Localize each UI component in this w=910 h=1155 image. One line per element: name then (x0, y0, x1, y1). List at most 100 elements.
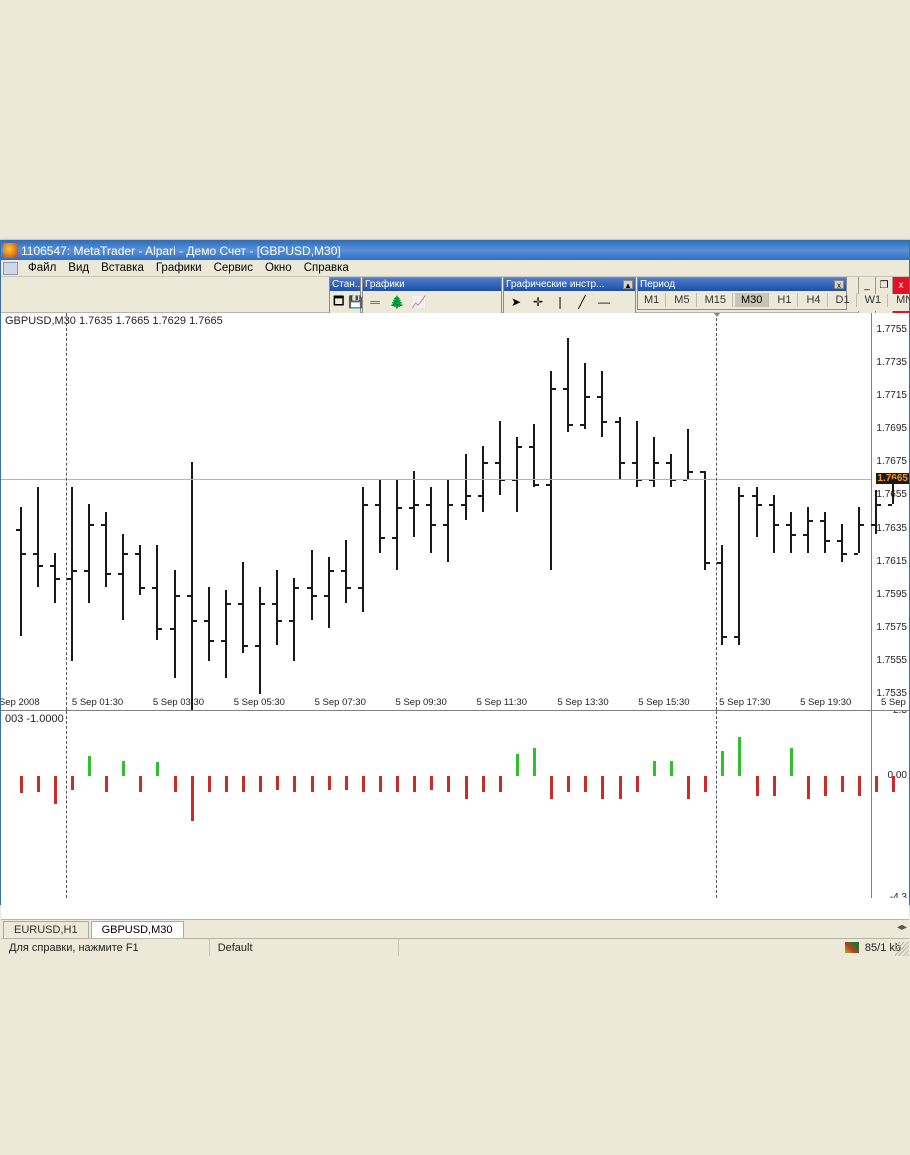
volume-bar-down[interactable] (499, 776, 502, 792)
volume-bar-down[interactable] (396, 776, 399, 792)
volume-bar-down[interactable] (550, 776, 553, 799)
period-btn-m1[interactable]: M1 (638, 293, 666, 307)
tab-scroll-arrows[interactable]: ◂▸ (897, 922, 907, 933)
ohlc-bar[interactable] (174, 570, 176, 678)
volume-bar-down[interactable] (858, 776, 861, 796)
volume-bar-down[interactable] (567, 776, 570, 792)
symbol-tab-1[interactable]: GBPUSD,M30 (91, 921, 184, 938)
price-pane[interactable]: GBPUSD,M30 1.7635 1.7665 1.7629 1.7665 1… (1, 313, 909, 711)
ohlc-bar[interactable] (225, 590, 227, 678)
volume-bar-down[interactable] (225, 776, 228, 792)
ohlc-bar[interactable] (533, 424, 535, 487)
volume-bar-up[interactable] (516, 754, 519, 777)
symbol-tab-0[interactable]: EURUSD,H1 (3, 921, 89, 938)
vertical-dashed-line-right[interactable] (716, 313, 717, 710)
volume-bar-up[interactable] (670, 761, 673, 777)
volume-bar-down[interactable] (430, 776, 433, 790)
ohlc-bar[interactable] (499, 421, 501, 496)
ohlc-bar[interactable] (841, 524, 843, 562)
ohlc-bar[interactable] (465, 454, 467, 520)
menu-item-5[interactable]: Окно (259, 262, 298, 274)
volume-bar-down[interactable] (328, 776, 331, 790)
ohlc-bar[interactable] (824, 512, 826, 553)
ohlc-bar[interactable] (687, 429, 689, 479)
period-btn-m15[interactable]: M15 (699, 293, 733, 307)
restore-icon-1[interactable]: ❐ (875, 277, 892, 294)
period-btn-h4[interactable]: H4 (800, 293, 827, 307)
volume-bar-down[interactable] (687, 776, 690, 799)
period-btn-m5[interactable]: M5 (668, 293, 696, 307)
volume-bar-down[interactable] (704, 776, 707, 792)
new-chart-icon[interactable]: 🗖 (332, 293, 345, 312)
volume-bar-down[interactable] (636, 776, 639, 792)
ohlc-bar[interactable] (636, 421, 638, 487)
ohlc-bar[interactable] (379, 479, 381, 554)
ohlc-bar[interactable] (619, 417, 621, 478)
ohlc-bar[interactable] (362, 487, 364, 611)
ohlc-bar[interactable] (122, 534, 124, 620)
vertical-dashed-line-right-vol[interactable] (716, 711, 717, 898)
volume-bar-down[interactable] (54, 776, 57, 804)
pointer-tool-icon[interactable]: ➤ (506, 293, 526, 312)
volume-bar-down[interactable] (208, 776, 211, 792)
ohlc-bar[interactable] (276, 570, 278, 645)
volume-bar-down[interactable] (174, 776, 177, 792)
ohlc-bar[interactable] (105, 512, 107, 587)
line-chart-icon[interactable]: 📈 (409, 293, 429, 312)
volume-bar-down[interactable] (311, 776, 314, 792)
volume-bar-down[interactable] (259, 776, 262, 792)
ohlc-bar[interactable] (396, 479, 398, 570)
crosshair-tool-icon[interactable]: ✛ (528, 293, 548, 312)
volume-bar-down[interactable] (242, 776, 245, 792)
volume-bar-down[interactable] (105, 776, 108, 792)
ohlc-bar[interactable] (721, 545, 723, 645)
volume-bar-up[interactable] (156, 762, 159, 776)
ohlc-bar[interactable] (875, 490, 877, 533)
ohlc-bar[interactable] (139, 545, 141, 595)
ohlc-bar[interactable] (550, 371, 552, 570)
menu-item-3[interactable]: Графики (150, 262, 208, 274)
bar-chart-icon[interactable]: 𝄗 (365, 293, 385, 312)
vertical-line-tool-icon[interactable]: ❘ (550, 293, 570, 312)
toolbar-period-close-icon[interactable]: x (834, 280, 844, 289)
menu-item-4[interactable]: Сервис (208, 262, 259, 274)
ohlc-bar[interactable] (567, 338, 569, 433)
ohlc-bar[interactable] (430, 487, 432, 553)
ohlc-bar[interactable] (704, 471, 706, 571)
ohlc-bar[interactable] (293, 578, 295, 661)
volume-bar-down[interactable] (293, 776, 296, 792)
minimize-icon-1[interactable]: _ (858, 277, 875, 294)
vertical-dashed-line-left-vol[interactable] (66, 711, 67, 898)
toolbar-grafinstr-close-icon[interactable]: ▲ (623, 280, 633, 289)
menu-home-icon[interactable] (3, 262, 18, 275)
ohlc-bar[interactable] (601, 371, 603, 437)
volume-bar-down[interactable] (807, 776, 810, 799)
volume-bar-down[interactable] (447, 776, 450, 792)
period-btn-h1[interactable]: H1 (771, 293, 798, 307)
ohlc-bar[interactable] (670, 454, 672, 487)
volume-pane[interactable]: 003 -1.0000 2.30.00-4.3 (1, 711, 909, 898)
ohlc-bar[interactable] (311, 550, 313, 620)
ohlc-bar[interactable] (413, 471, 415, 537)
ohlc-bar[interactable] (54, 553, 56, 603)
volume-bar-down[interactable] (465, 776, 468, 799)
volume-bar-down[interactable] (619, 776, 622, 799)
volume-bar-down[interactable] (584, 776, 587, 792)
volume-bar-up[interactable] (721, 751, 724, 777)
volume-bar-down[interactable] (379, 776, 382, 792)
volume-bar-down[interactable] (362, 776, 365, 792)
ohlc-bar[interactable] (88, 504, 90, 604)
horizontal-line-tool-icon[interactable]: ― (594, 293, 614, 312)
ohlc-bar[interactable] (156, 545, 158, 640)
volume-bar-down[interactable] (824, 776, 827, 796)
volume-bar-up[interactable] (88, 756, 91, 776)
volume-bar-down[interactable] (345, 776, 348, 790)
volume-bar-down[interactable] (71, 776, 74, 790)
volume-bar-down[interactable] (139, 776, 142, 792)
ohlc-bar[interactable] (584, 363, 586, 429)
ohlc-bar[interactable] (259, 587, 261, 695)
ohlc-bar[interactable] (790, 512, 792, 553)
period-btn-m30[interactable]: M30 (735, 293, 769, 307)
ohlc-bar[interactable] (20, 507, 22, 636)
ohlc-bar[interactable] (191, 462, 193, 711)
